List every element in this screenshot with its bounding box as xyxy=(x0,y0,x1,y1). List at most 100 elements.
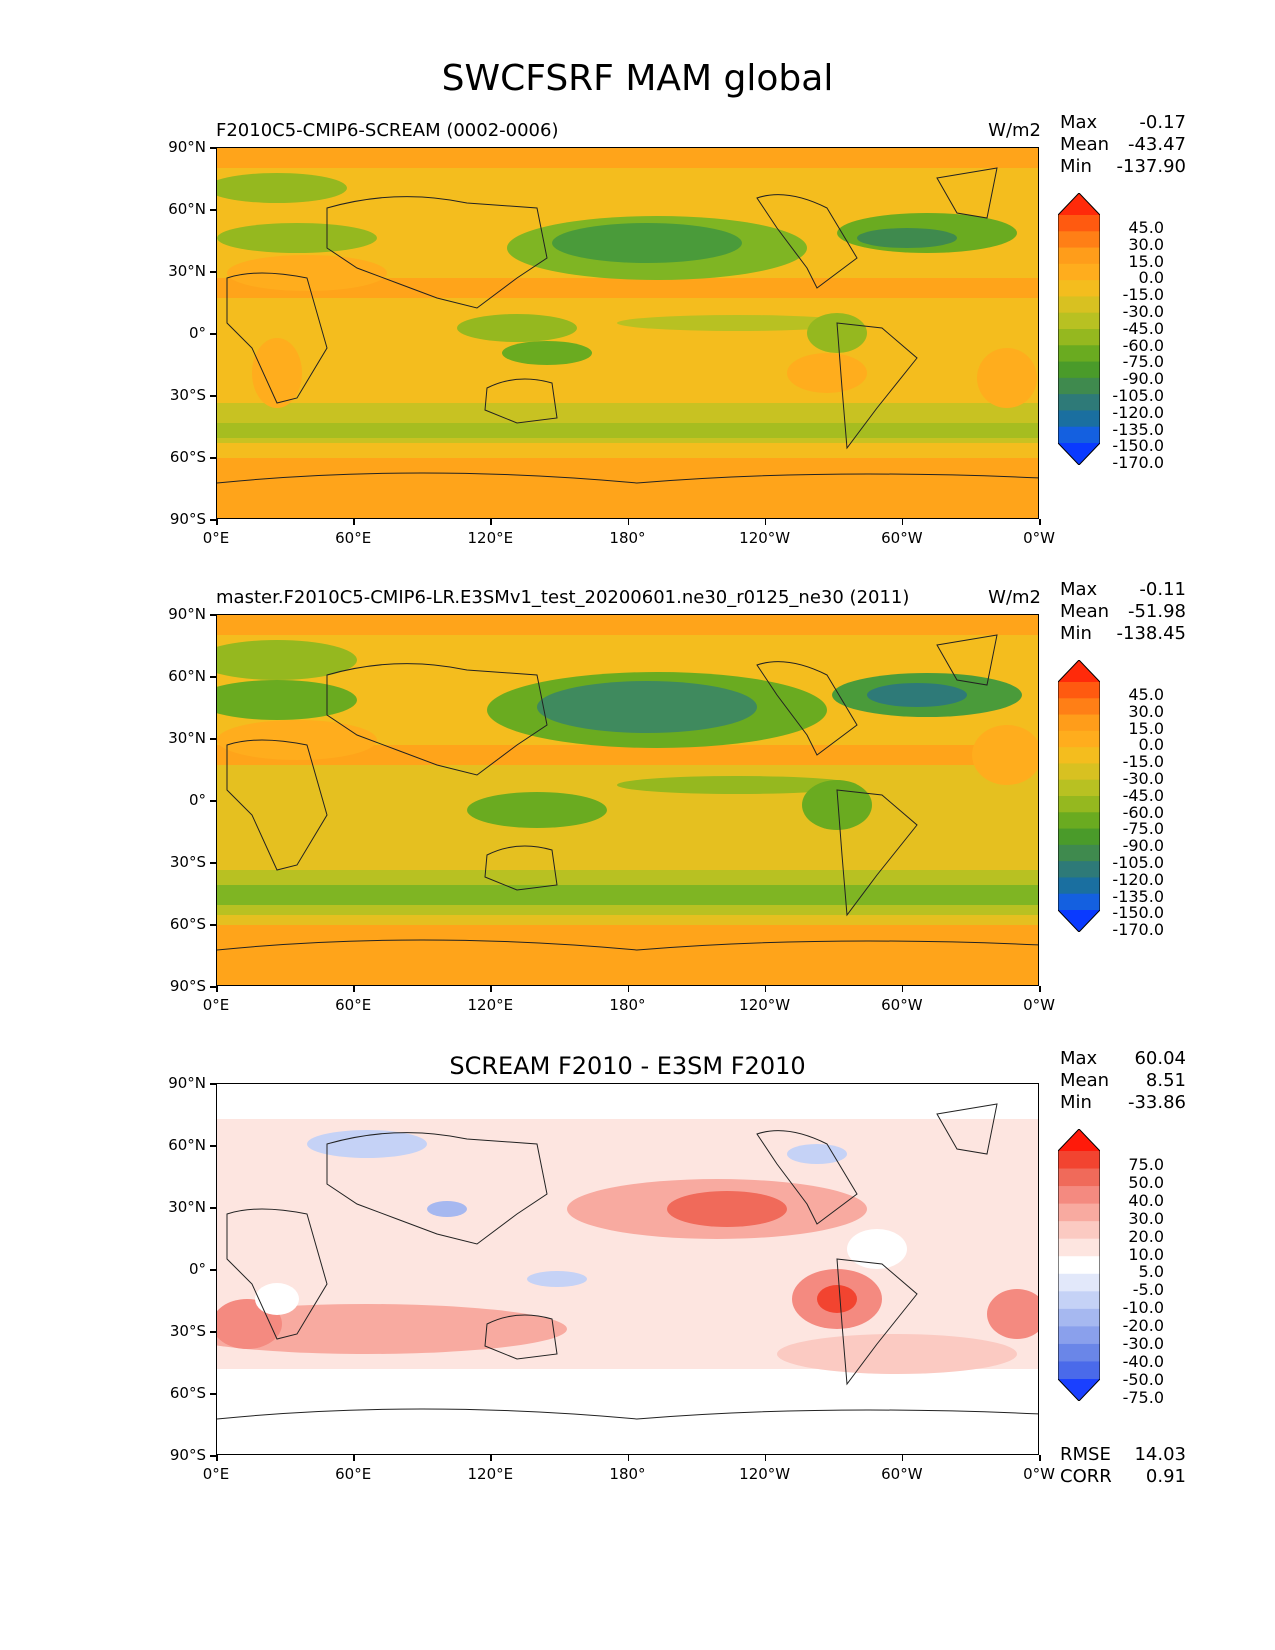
latitude-tick-label: 0° xyxy=(188,324,206,342)
colorbar-label: -120.0 xyxy=(1112,869,1164,889)
longitude-tick-mark xyxy=(627,519,629,525)
latitude-tick-label: 30°N xyxy=(168,729,206,747)
colorbar-segment xyxy=(1058,312,1100,330)
latitude-tick-mark xyxy=(210,1207,216,1209)
latitude-tick-label: 60°S xyxy=(169,1384,206,1402)
colorbar-segment xyxy=(1058,1168,1100,1187)
latitude-tick-label: 60°N xyxy=(168,1136,206,1154)
min-label: Min xyxy=(1060,156,1092,177)
longitude-tick-label: 60°W xyxy=(881,996,923,1014)
latitude-tick-mark xyxy=(210,614,216,616)
colorbar-label: -135.0 xyxy=(1112,886,1164,906)
longitude-tick-mark xyxy=(627,986,629,992)
rmse-value: 14.03 xyxy=(1134,1444,1186,1465)
colorbar-label: 45.0 xyxy=(1128,218,1164,237)
stats-box: Max -0.17 Mean -43.47 Min -137.90 xyxy=(1060,112,1186,178)
mean-label: Mean xyxy=(1060,134,1110,155)
latitude-tick-label: 90°S xyxy=(169,1446,206,1464)
colorbar-label: 30.0 xyxy=(1128,234,1164,254)
latitude-tick-label: 0° xyxy=(188,791,206,809)
stats-footer: RMSE 14.03 CORR 0.91 xyxy=(1060,1444,1186,1488)
field-map-e3sm xyxy=(217,615,1038,985)
latitude-tick-mark xyxy=(210,1083,216,1085)
latitude-tick-mark xyxy=(210,271,216,273)
latitude-tick-label: 60°N xyxy=(168,200,206,218)
colorbar-segment xyxy=(1058,1186,1100,1205)
colorbar-label: -90.0 xyxy=(1122,836,1164,856)
latitude-tick-label: 30°N xyxy=(168,1198,206,1216)
colorbar-label: -45.0 xyxy=(1122,785,1164,805)
longitude-tick-label: 120°W xyxy=(739,996,791,1014)
colorbar-segment xyxy=(1058,1326,1100,1345)
max-value: 60.04 xyxy=(1134,1048,1186,1069)
latitude-tick-label: 60°S xyxy=(169,448,206,466)
latitude-tick-mark xyxy=(210,209,216,211)
panel-scream: F2010C5-CMIP6-SCREAM (0002-0006) W/m2 xyxy=(0,112,1275,580)
colorbar-segment xyxy=(1058,877,1100,895)
longitude-tick-label: 0°W xyxy=(1023,1465,1055,1483)
colorbar-label: 50.0 xyxy=(1128,1172,1164,1192)
max-label: Max xyxy=(1060,579,1098,600)
colorbar-segment xyxy=(1058,682,1100,699)
colorbar-segment xyxy=(1058,796,1100,813)
colorbar-segment xyxy=(1058,1203,1100,1222)
colorbar-label: 0.0 xyxy=(1138,735,1164,755)
units-label: W/m2 xyxy=(988,587,1041,608)
panel-title: F2010C5-CMIP6-SCREAM (0002-0006) xyxy=(216,120,559,141)
longitude-tick-mark xyxy=(353,519,355,525)
longitude-tick-label: 60°E xyxy=(335,529,372,547)
colorbar-label: -170.0 xyxy=(1112,920,1164,940)
colorbar-segment xyxy=(1058,714,1100,732)
latitude-tick-label: 30°N xyxy=(168,262,206,280)
colorbar-label: -15.0 xyxy=(1122,285,1164,305)
longitude-tick-label: 60°W xyxy=(881,529,923,547)
mean-value: 8.51 xyxy=(1145,1070,1186,1091)
field-map-scream xyxy=(217,148,1038,518)
stats-box: Max -0.11 Mean -51.98 Min -138.45 xyxy=(1060,579,1186,645)
longitude-tick-mark xyxy=(216,986,218,992)
mean-value: -43.47 xyxy=(1127,134,1186,155)
latitude-tick-label: 60°N xyxy=(168,667,206,685)
longitude-tick-mark xyxy=(764,986,767,992)
min-value: -138.45 xyxy=(1116,623,1186,644)
colorbar-label: -150.0 xyxy=(1112,903,1164,923)
longitude-tick-mark xyxy=(490,519,492,525)
colorbar-segment xyxy=(1058,763,1100,781)
colorbar-segment xyxy=(1058,280,1100,297)
corr-label: CORR xyxy=(1060,1466,1112,1487)
max-label: Max xyxy=(1060,1048,1098,1069)
rmse-label: RMSE xyxy=(1060,1444,1111,1465)
colorbar-extend-bottom xyxy=(1058,443,1100,465)
longitude-tick-label: 60°W xyxy=(881,1465,923,1483)
colorbar-labels: 45.0 30.0 15.0 0.0 -15.0 -30.0 -45.0 -60… xyxy=(1100,686,1164,940)
colorbar-segment xyxy=(1058,1361,1100,1380)
latitude-tick-mark xyxy=(210,457,216,459)
colorbar-segment xyxy=(1058,345,1100,363)
longitude-tick-label: 0°W xyxy=(1023,529,1055,547)
colorbar-label: -170.0 xyxy=(1112,453,1164,473)
colorbar-label: -50.0 xyxy=(1122,1369,1164,1389)
colorbar-label: 0.0 xyxy=(1138,268,1164,288)
colorbar-label: -75.0 xyxy=(1122,1387,1164,1407)
longitude-tick-mark xyxy=(353,1455,355,1461)
latitude-tick-label: 90°S xyxy=(169,510,206,528)
colorbar-segment xyxy=(1058,747,1100,764)
latitude-tick-mark xyxy=(210,1455,216,1457)
latitude-tick-label: 90°N xyxy=(168,1074,206,1092)
colorbar-extend-top xyxy=(1058,193,1100,215)
colorbar-label: -30.0 xyxy=(1122,301,1164,321)
colorbar-label: -105.0 xyxy=(1112,852,1164,872)
latitude-tick-mark xyxy=(210,1393,216,1395)
colorbar-segment xyxy=(1058,1238,1100,1257)
longitude-tick-mark xyxy=(764,519,767,525)
longitude-tick-mark xyxy=(490,1455,492,1461)
colorbar-segment xyxy=(1058,329,1100,346)
colorbar-label: 30.0 xyxy=(1128,1208,1164,1228)
longitude-tick-label: 180° xyxy=(609,529,646,547)
latitude-tick-mark xyxy=(210,333,216,335)
colorbar-labels: 75.0 50.0 40.0 30.0 20.0 10.0 5.0 -5.0 -… xyxy=(1100,1156,1164,1407)
colorbar-label: -120.0 xyxy=(1112,402,1164,422)
latitude-tick-mark xyxy=(210,1331,216,1333)
min-label: Min xyxy=(1060,1092,1092,1113)
longitude-tick-mark xyxy=(901,1455,904,1461)
